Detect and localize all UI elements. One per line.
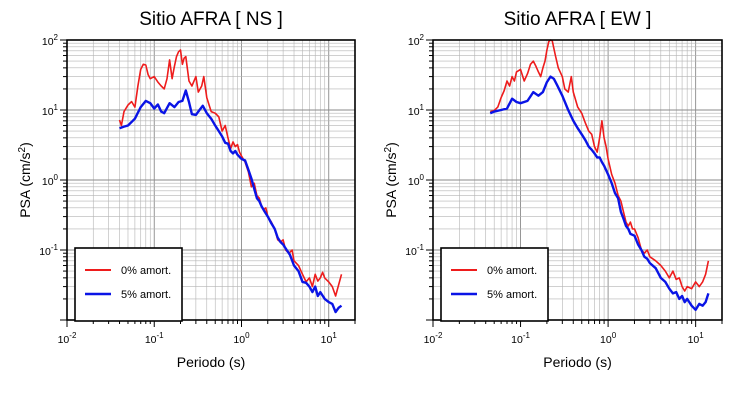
chart-title: Sitio AFRA [ EW ] bbox=[504, 9, 652, 30]
legend: 0% amort. 5% amort. bbox=[440, 247, 549, 322]
y-tick-label: 102 bbox=[42, 33, 59, 48]
legend-label: 0% amort. bbox=[121, 265, 171, 277]
series-line-damped bbox=[489, 75, 710, 311]
x-tick-label: 100 bbox=[233, 331, 250, 346]
legend: 0% amort. 5% amort. bbox=[74, 247, 183, 322]
x-tick-label: 10-2 bbox=[424, 331, 443, 346]
legend-box bbox=[440, 247, 549, 322]
y-axis-label: PSA (cm/s2) bbox=[383, 142, 399, 218]
x-axis-label: Periodo (s) bbox=[543, 354, 611, 370]
x-tick-label: 100 bbox=[600, 331, 617, 346]
y-tick-label: 10-1 bbox=[39, 243, 58, 258]
legend-box bbox=[74, 247, 183, 322]
y-tick-label: 102 bbox=[408, 33, 425, 48]
x-tick-label: 101 bbox=[321, 331, 338, 346]
plot-frame bbox=[66, 39, 356, 321]
chart-0: Sitio AFRA [ NS ] 10-2 10-1 100 101 10-1 100 10… bbox=[17, 9, 356, 370]
y-tick-label: 101 bbox=[42, 103, 59, 118]
legend-label: 5% amort. bbox=[121, 289, 171, 301]
x-tick-label: 10-2 bbox=[58, 331, 77, 346]
legend-label: 5% amort. bbox=[487, 289, 537, 301]
series-line-undamped bbox=[118, 49, 343, 297]
legend-label: 0% amort. bbox=[487, 265, 537, 277]
x-axis-label: Periodo (s) bbox=[177, 354, 245, 370]
plot-frame bbox=[432, 39, 723, 321]
chart-1: Sitio AFRA [ EW ] 10-2 10-1 100 101 10-1 100 10… bbox=[383, 9, 723, 370]
y-tick-label: 10-1 bbox=[405, 243, 424, 258]
y-tick-label: 100 bbox=[408, 173, 425, 188]
y-axis-label: PSA (cm/s2) bbox=[17, 142, 33, 218]
series-line-damped bbox=[119, 89, 343, 314]
series-line-undamped bbox=[490, 39, 710, 292]
y-tick-label: 101 bbox=[408, 103, 425, 118]
x-tick-label: 101 bbox=[688, 331, 705, 346]
x-tick-label: 10-1 bbox=[145, 331, 164, 346]
x-tick-label: 10-1 bbox=[511, 331, 530, 346]
chart-title: Sitio AFRA [ NS ] bbox=[139, 9, 283, 30]
y-tick-label: 100 bbox=[42, 173, 59, 188]
